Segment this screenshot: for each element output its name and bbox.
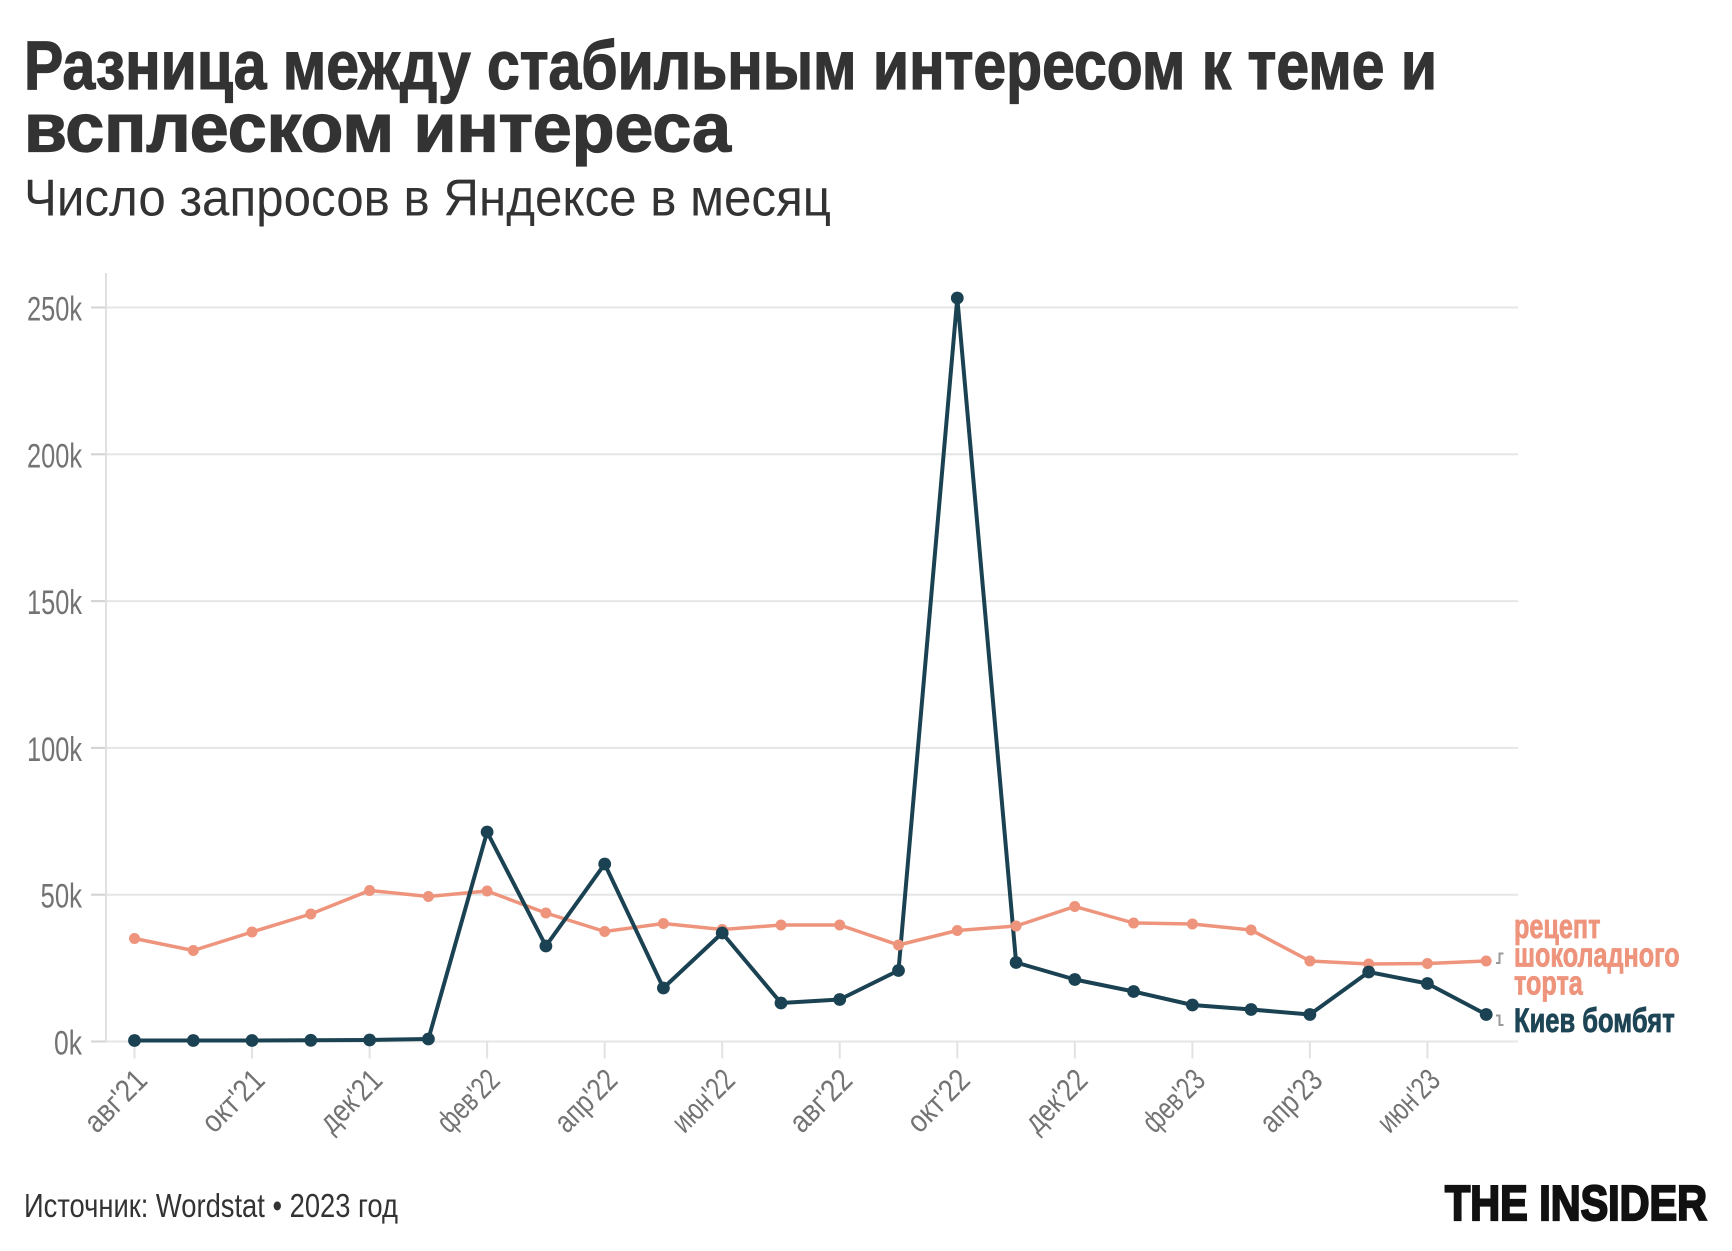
svg-text:0k: 0k (54, 1025, 83, 1063)
svg-text:Источник: Wordstat • 2023 год: Источник: Wordstat • 2023 год (24, 1187, 398, 1224)
svg-text:150k: 150k (27, 584, 83, 622)
svg-text:рецепт: рецепт (1514, 908, 1601, 946)
svg-text:100k: 100k (27, 731, 83, 769)
svg-text:THE INSIDER: THE INSIDER (1445, 1177, 1707, 1231)
svg-text:250k: 250k (27, 291, 83, 329)
svg-text:50k: 50k (41, 878, 83, 916)
svg-text:шоколадного: шоколадного (1514, 936, 1680, 974)
svg-text:Киев бомбят: Киев бомбят (1514, 1002, 1675, 1040)
svg-text:торта: торта (1514, 965, 1584, 1003)
svg-text:200k: 200k (27, 437, 83, 475)
svg-text:Число запросов в Яндексе в мес: Число запросов в Яндексе в месяц (24, 170, 831, 228)
svg-text:Разница между стабильным интер: Разница между стабильным интересом к тем… (24, 27, 1437, 104)
svg-text:всплеском интереса: всплеском интереса (24, 90, 732, 167)
